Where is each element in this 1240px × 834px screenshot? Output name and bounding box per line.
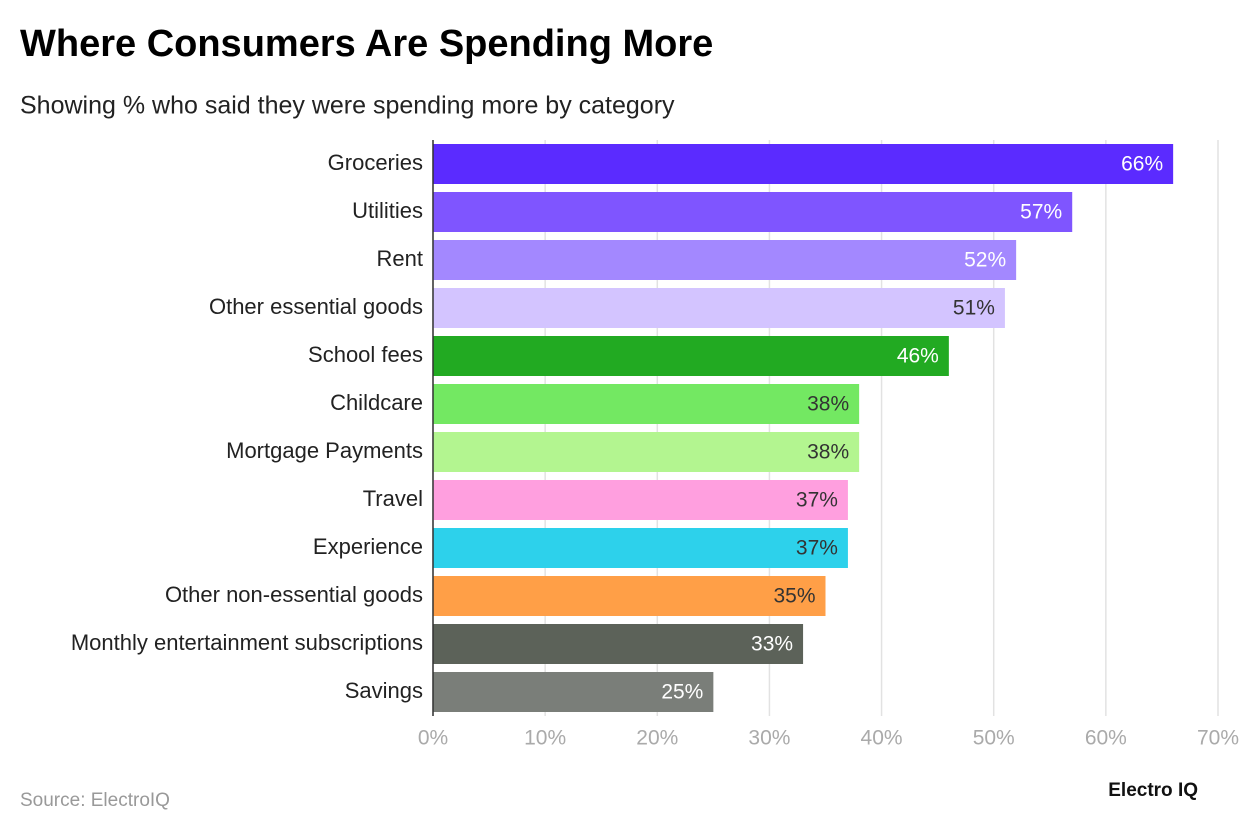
x-tick-label: 10% [524, 727, 566, 750]
y-tick-label: Savings [345, 678, 423, 703]
y-tick-label: Childcare [330, 390, 423, 415]
value-label: 33% [751, 633, 793, 656]
value-label: 57% [1020, 201, 1062, 224]
value-label: 37% [796, 489, 838, 512]
y-tick-label: School fees [308, 342, 423, 367]
value-label: 46% [897, 345, 939, 368]
value-label: 35% [773, 585, 815, 608]
bar [433, 288, 1005, 328]
value-label: 37% [796, 537, 838, 560]
bar [433, 144, 1174, 184]
bar [433, 576, 826, 616]
x-tick-label: 60% [1085, 727, 1127, 750]
chart-title: Where Consumers Are Spending More [20, 23, 713, 65]
bar [433, 192, 1073, 232]
y-tick-label: Other non-essential goods [165, 582, 423, 607]
x-tick-label: 70% [1197, 727, 1239, 750]
y-tick-label: Monthly entertainment subscriptions [71, 630, 423, 655]
bar [433, 240, 1017, 280]
bar [433, 384, 860, 424]
x-tick-label: 30% [748, 727, 790, 750]
brand: Electro IQ [1108, 780, 1198, 801]
y-tick-label: Experience [313, 534, 423, 559]
bar [433, 336, 949, 376]
x-tick-label: 0% [418, 727, 448, 750]
y-tick-label: Travel [363, 486, 423, 511]
y-tick-label: Other essential goods [209, 294, 423, 319]
x-tick-label: 50% [973, 727, 1015, 750]
value-label: 66% [1121, 153, 1163, 176]
y-tick-label: Utilities [352, 198, 423, 223]
y-tick-label: Mortgage Payments [226, 438, 423, 463]
bar [433, 480, 848, 520]
value-label: 38% [807, 441, 849, 464]
x-tick-label: 20% [636, 727, 678, 750]
value-label: 52% [964, 249, 1006, 272]
value-label: 25% [661, 681, 703, 704]
bar [433, 624, 804, 664]
bar [433, 672, 714, 712]
value-label: 51% [953, 297, 995, 320]
bar [433, 432, 860, 472]
bar [433, 528, 848, 568]
source: Source: ElectroIQ [20, 790, 170, 811]
x-tick-label: 40% [861, 727, 903, 750]
value-label: 38% [807, 393, 849, 416]
y-tick-label: Rent [377, 246, 423, 271]
y-tick-label: Groceries [328, 150, 423, 175]
chart-subtitle: Showing % who said they were spending mo… [20, 92, 675, 120]
